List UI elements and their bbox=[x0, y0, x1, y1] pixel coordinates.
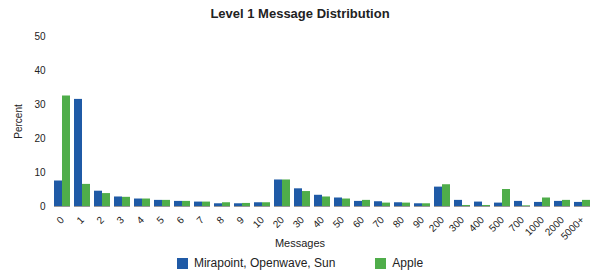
svg-text:5000+: 5000+ bbox=[559, 214, 587, 240]
svg-text:7: 7 bbox=[194, 214, 206, 226]
svg-text:9: 9 bbox=[234, 214, 246, 226]
svg-text:2000: 2000 bbox=[542, 214, 567, 238]
svg-text:10: 10 bbox=[34, 167, 46, 178]
svg-text:30: 30 bbox=[34, 99, 46, 110]
html-text:Mirapoint, Openwave, Sun: Mirapoint, Openwave, Sun bbox=[193, 256, 336, 270]
svg-text:90: 90 bbox=[411, 214, 427, 230]
svg-text:1: 1 bbox=[74, 214, 86, 226]
svg-text:40: 40 bbox=[311, 214, 327, 230]
svg-text:50: 50 bbox=[34, 31, 46, 42]
svg-text:200: 200 bbox=[427, 214, 447, 234]
html-text:Level 1 Message Distribution: Level 1 Message Distribution bbox=[210, 6, 390, 21]
svg-text:80: 80 bbox=[391, 214, 407, 230]
svg-text:1000: 1000 bbox=[523, 214, 547, 238]
svg-text:5: 5 bbox=[154, 214, 166, 226]
svg-text:0: 0 bbox=[40, 201, 46, 212]
svg-text:70: 70 bbox=[371, 214, 387, 230]
svg-text:700: 700 bbox=[506, 214, 527, 234]
svg-text:40: 40 bbox=[34, 65, 46, 76]
html-text:Messages: Messages bbox=[274, 237, 326, 249]
svg-text:3: 3 bbox=[114, 214, 126, 226]
svg-text:300: 300 bbox=[447, 214, 467, 234]
svg-text:0: 0 bbox=[54, 214, 66, 226]
svg-text:50: 50 bbox=[331, 214, 347, 230]
svg-text:4: 4 bbox=[134, 214, 146, 226]
svg-text:20: 20 bbox=[271, 214, 287, 230]
svg-text:Percent: Percent bbox=[13, 104, 24, 139]
svg-text:6: 6 bbox=[174, 214, 186, 226]
svg-text:500: 500 bbox=[487, 214, 507, 234]
svg-text:60: 60 bbox=[351, 214, 367, 230]
svg-text:2: 2 bbox=[94, 214, 106, 226]
svg-text:400: 400 bbox=[467, 214, 487, 234]
svg-text:30: 30 bbox=[291, 214, 307, 230]
svg-text:20: 20 bbox=[34, 133, 46, 144]
html-text:Apple: Apple bbox=[392, 256, 424, 270]
svg-text:8: 8 bbox=[214, 214, 226, 226]
svg-text:10: 10 bbox=[251, 214, 267, 230]
